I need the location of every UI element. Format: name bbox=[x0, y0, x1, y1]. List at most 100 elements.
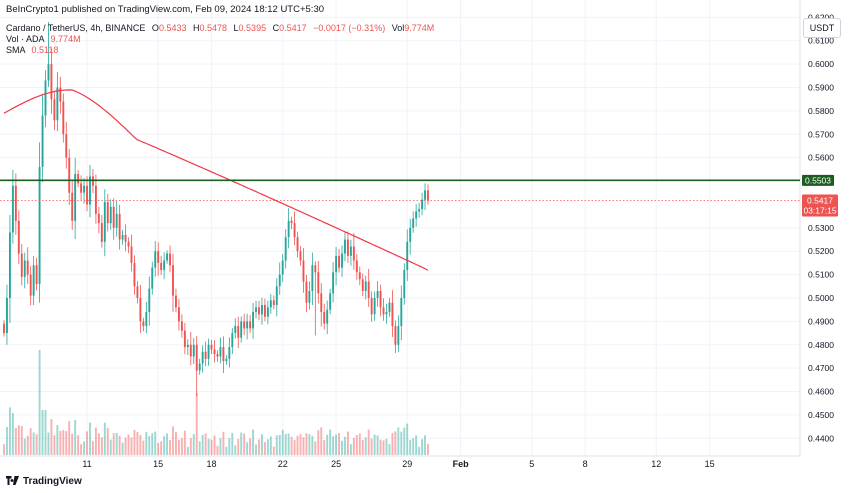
candle-body bbox=[246, 321, 249, 329]
volume-bar bbox=[157, 443, 160, 455]
candle-body bbox=[207, 344, 210, 359]
volume-bar bbox=[252, 429, 255, 455]
volume-bar bbox=[382, 440, 385, 455]
candle-body bbox=[427, 190, 429, 201]
volume-bar bbox=[198, 441, 201, 455]
change-value: −0.0017 (−0.31%) bbox=[313, 23, 386, 33]
candle-body bbox=[136, 286, 139, 298]
volume-bar bbox=[317, 430, 320, 455]
volume-bar bbox=[231, 432, 234, 455]
candle-body bbox=[20, 253, 23, 277]
level-price-label-text: 0.5503 bbox=[805, 175, 831, 185]
volume-bar bbox=[11, 413, 14, 455]
candle-body bbox=[243, 321, 246, 329]
volume-bar bbox=[121, 442, 124, 455]
volume-bar bbox=[255, 444, 257, 455]
price-tick-label: 0.4400 bbox=[808, 433, 834, 443]
candle-body bbox=[266, 307, 269, 317]
currency-button[interactable]: USDT bbox=[803, 18, 841, 38]
symbol-name[interactable]: Cardano / TetherUS, 4h, BINANCE bbox=[6, 23, 146, 33]
volume-bar bbox=[112, 433, 115, 455]
candle-body bbox=[44, 80, 47, 116]
price-tick-label: 0.5700 bbox=[808, 129, 834, 139]
candle-body bbox=[50, 64, 53, 100]
volume-bar bbox=[204, 433, 207, 455]
volume-bar bbox=[142, 440, 145, 455]
volume-bar bbox=[272, 446, 275, 455]
candle-body bbox=[349, 246, 352, 256]
candle-body bbox=[97, 213, 100, 224]
candle-body bbox=[281, 260, 284, 275]
candle-body bbox=[195, 344, 198, 371]
candle-body bbox=[68, 157, 71, 193]
candle-body bbox=[406, 241, 409, 270]
candle-body bbox=[237, 326, 240, 338]
candle-body bbox=[172, 265, 174, 296]
candle-body bbox=[240, 321, 243, 338]
volume-bar bbox=[183, 430, 186, 455]
candle-body bbox=[252, 312, 255, 329]
candle-body bbox=[352, 246, 355, 261]
volume-bar bbox=[361, 440, 364, 455]
sma-legend[interactable]: SMA 0.5118 bbox=[6, 45, 58, 55]
candle-body bbox=[151, 267, 154, 289]
price-axis[interactable]: 0.6200 0.6100 0.6000 0.5900 0.5800 0.5700 0.56… bbox=[808, 12, 834, 443]
volume-bar bbox=[373, 434, 376, 455]
volume-bar bbox=[154, 431, 157, 455]
candle-body bbox=[124, 234, 127, 242]
time-tick-label: 22 bbox=[278, 459, 288, 469]
candle-body bbox=[258, 307, 260, 315]
candle-body bbox=[341, 253, 343, 268]
tradingview-logo: TradingView bbox=[6, 476, 82, 487]
time-tick-label: 8 bbox=[583, 459, 588, 469]
price-tick-label: 0.4800 bbox=[808, 340, 834, 350]
volume-bar bbox=[118, 435, 121, 455]
volume-bar bbox=[213, 435, 216, 455]
time-axis[interactable]: 11 15 18 22 25 29 Feb 5 8 12 15 bbox=[82, 459, 714, 469]
candle-body bbox=[198, 363, 201, 371]
candle-body bbox=[166, 253, 169, 261]
volume-bar bbox=[35, 434, 38, 455]
candle-body bbox=[29, 274, 32, 296]
candle-body bbox=[358, 272, 361, 280]
candle-body bbox=[183, 330, 186, 348]
volume-bar bbox=[169, 440, 171, 455]
volume-bar bbox=[240, 432, 243, 455]
volume-bar bbox=[41, 410, 44, 455]
candle-body bbox=[379, 290, 382, 308]
candle-body bbox=[109, 206, 112, 224]
candle-body bbox=[14, 185, 17, 221]
volume-bar bbox=[59, 430, 62, 455]
volume-bar bbox=[355, 435, 358, 455]
volume-bar bbox=[130, 437, 133, 455]
candle-body bbox=[385, 312, 388, 315]
volume-bar bbox=[228, 438, 231, 455]
candle-body bbox=[53, 99, 56, 121]
last-price-label-bg bbox=[802, 194, 838, 217]
volume-bar bbox=[124, 437, 127, 455]
volume-bar bbox=[299, 434, 302, 455]
price-tick-label: 0.4900 bbox=[808, 316, 834, 326]
volume-bar bbox=[358, 433, 361, 455]
candle-body bbox=[278, 274, 281, 287]
volume-bar bbox=[139, 435, 142, 455]
candle-body bbox=[361, 279, 364, 291]
volume-legend[interactable]: Vol · ADA 9.774M bbox=[6, 34, 81, 44]
candle-body bbox=[261, 305, 263, 315]
volume-bar bbox=[394, 431, 397, 455]
candle-body bbox=[100, 223, 103, 242]
volume-bar bbox=[127, 434, 130, 455]
time-tick-label: 15 bbox=[153, 459, 163, 469]
volume-bar bbox=[163, 436, 166, 455]
volume-bar bbox=[403, 427, 406, 455]
time-tick-label: Feb bbox=[453, 459, 470, 469]
candle-body bbox=[287, 220, 290, 238]
volume-bar bbox=[424, 435, 426, 455]
candle-body bbox=[338, 255, 340, 268]
price-tick-label: 0.5300 bbox=[808, 223, 834, 233]
volume-bar bbox=[186, 446, 189, 455]
sma-line bbox=[3, 89, 429, 271]
level-price-label-bg bbox=[802, 174, 834, 186]
candle-body bbox=[344, 239, 346, 254]
